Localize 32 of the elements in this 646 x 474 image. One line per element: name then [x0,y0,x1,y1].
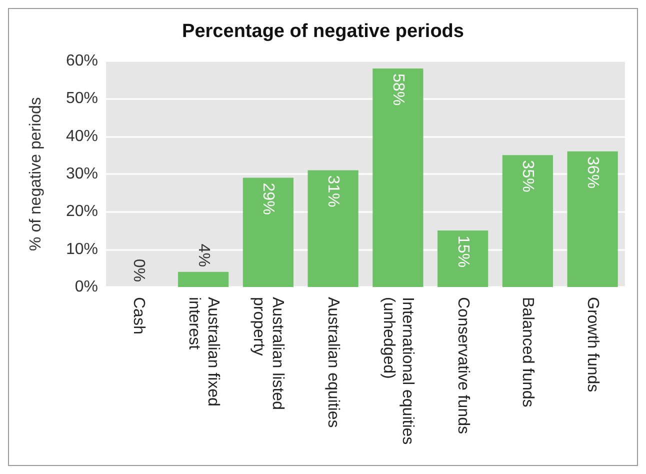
x-tick-label: Balanced funds [519,297,536,408]
y-tick-label: 60% [66,52,98,70]
bar [502,155,553,287]
x-tick-label: Conservative funds [454,297,472,434]
x-tick-label: Cash [130,297,147,334]
x-tick-label: Australian equities [324,297,342,428]
y-tick-label: 20% [66,203,98,220]
data-label: 4% [194,244,212,267]
x-tick-label: Growth funds [584,297,602,392]
x-tick-label: Australian fixed interest [185,297,222,411]
x-tick-label: Australian listed property [250,297,286,414]
x-tick-label: International equities (unhedged) [380,297,416,450]
bar [567,151,618,287]
data-label: 35% [519,160,536,192]
data-label: 29% [260,182,277,215]
y-tick-label: 0% [74,278,98,296]
bar [242,178,294,287]
bar [438,230,488,287]
y-tick-label: 40% [66,128,98,145]
bar [308,170,358,287]
y-tick-label: 50% [66,90,98,108]
bar [178,272,229,287]
data-label: 36% [584,156,602,188]
y-axis-title: % of negative periods [28,97,44,251]
data-label: 0% [130,258,147,282]
data-label: 58% [389,74,406,106]
data-label: 31% [324,175,342,208]
data-label: 15% [454,236,472,268]
y-tick-label: 10% [66,240,98,258]
chart-title: Percentage of negative periods [182,21,464,42]
bar [372,68,424,287]
y-tick-label: 30% [66,166,98,182]
